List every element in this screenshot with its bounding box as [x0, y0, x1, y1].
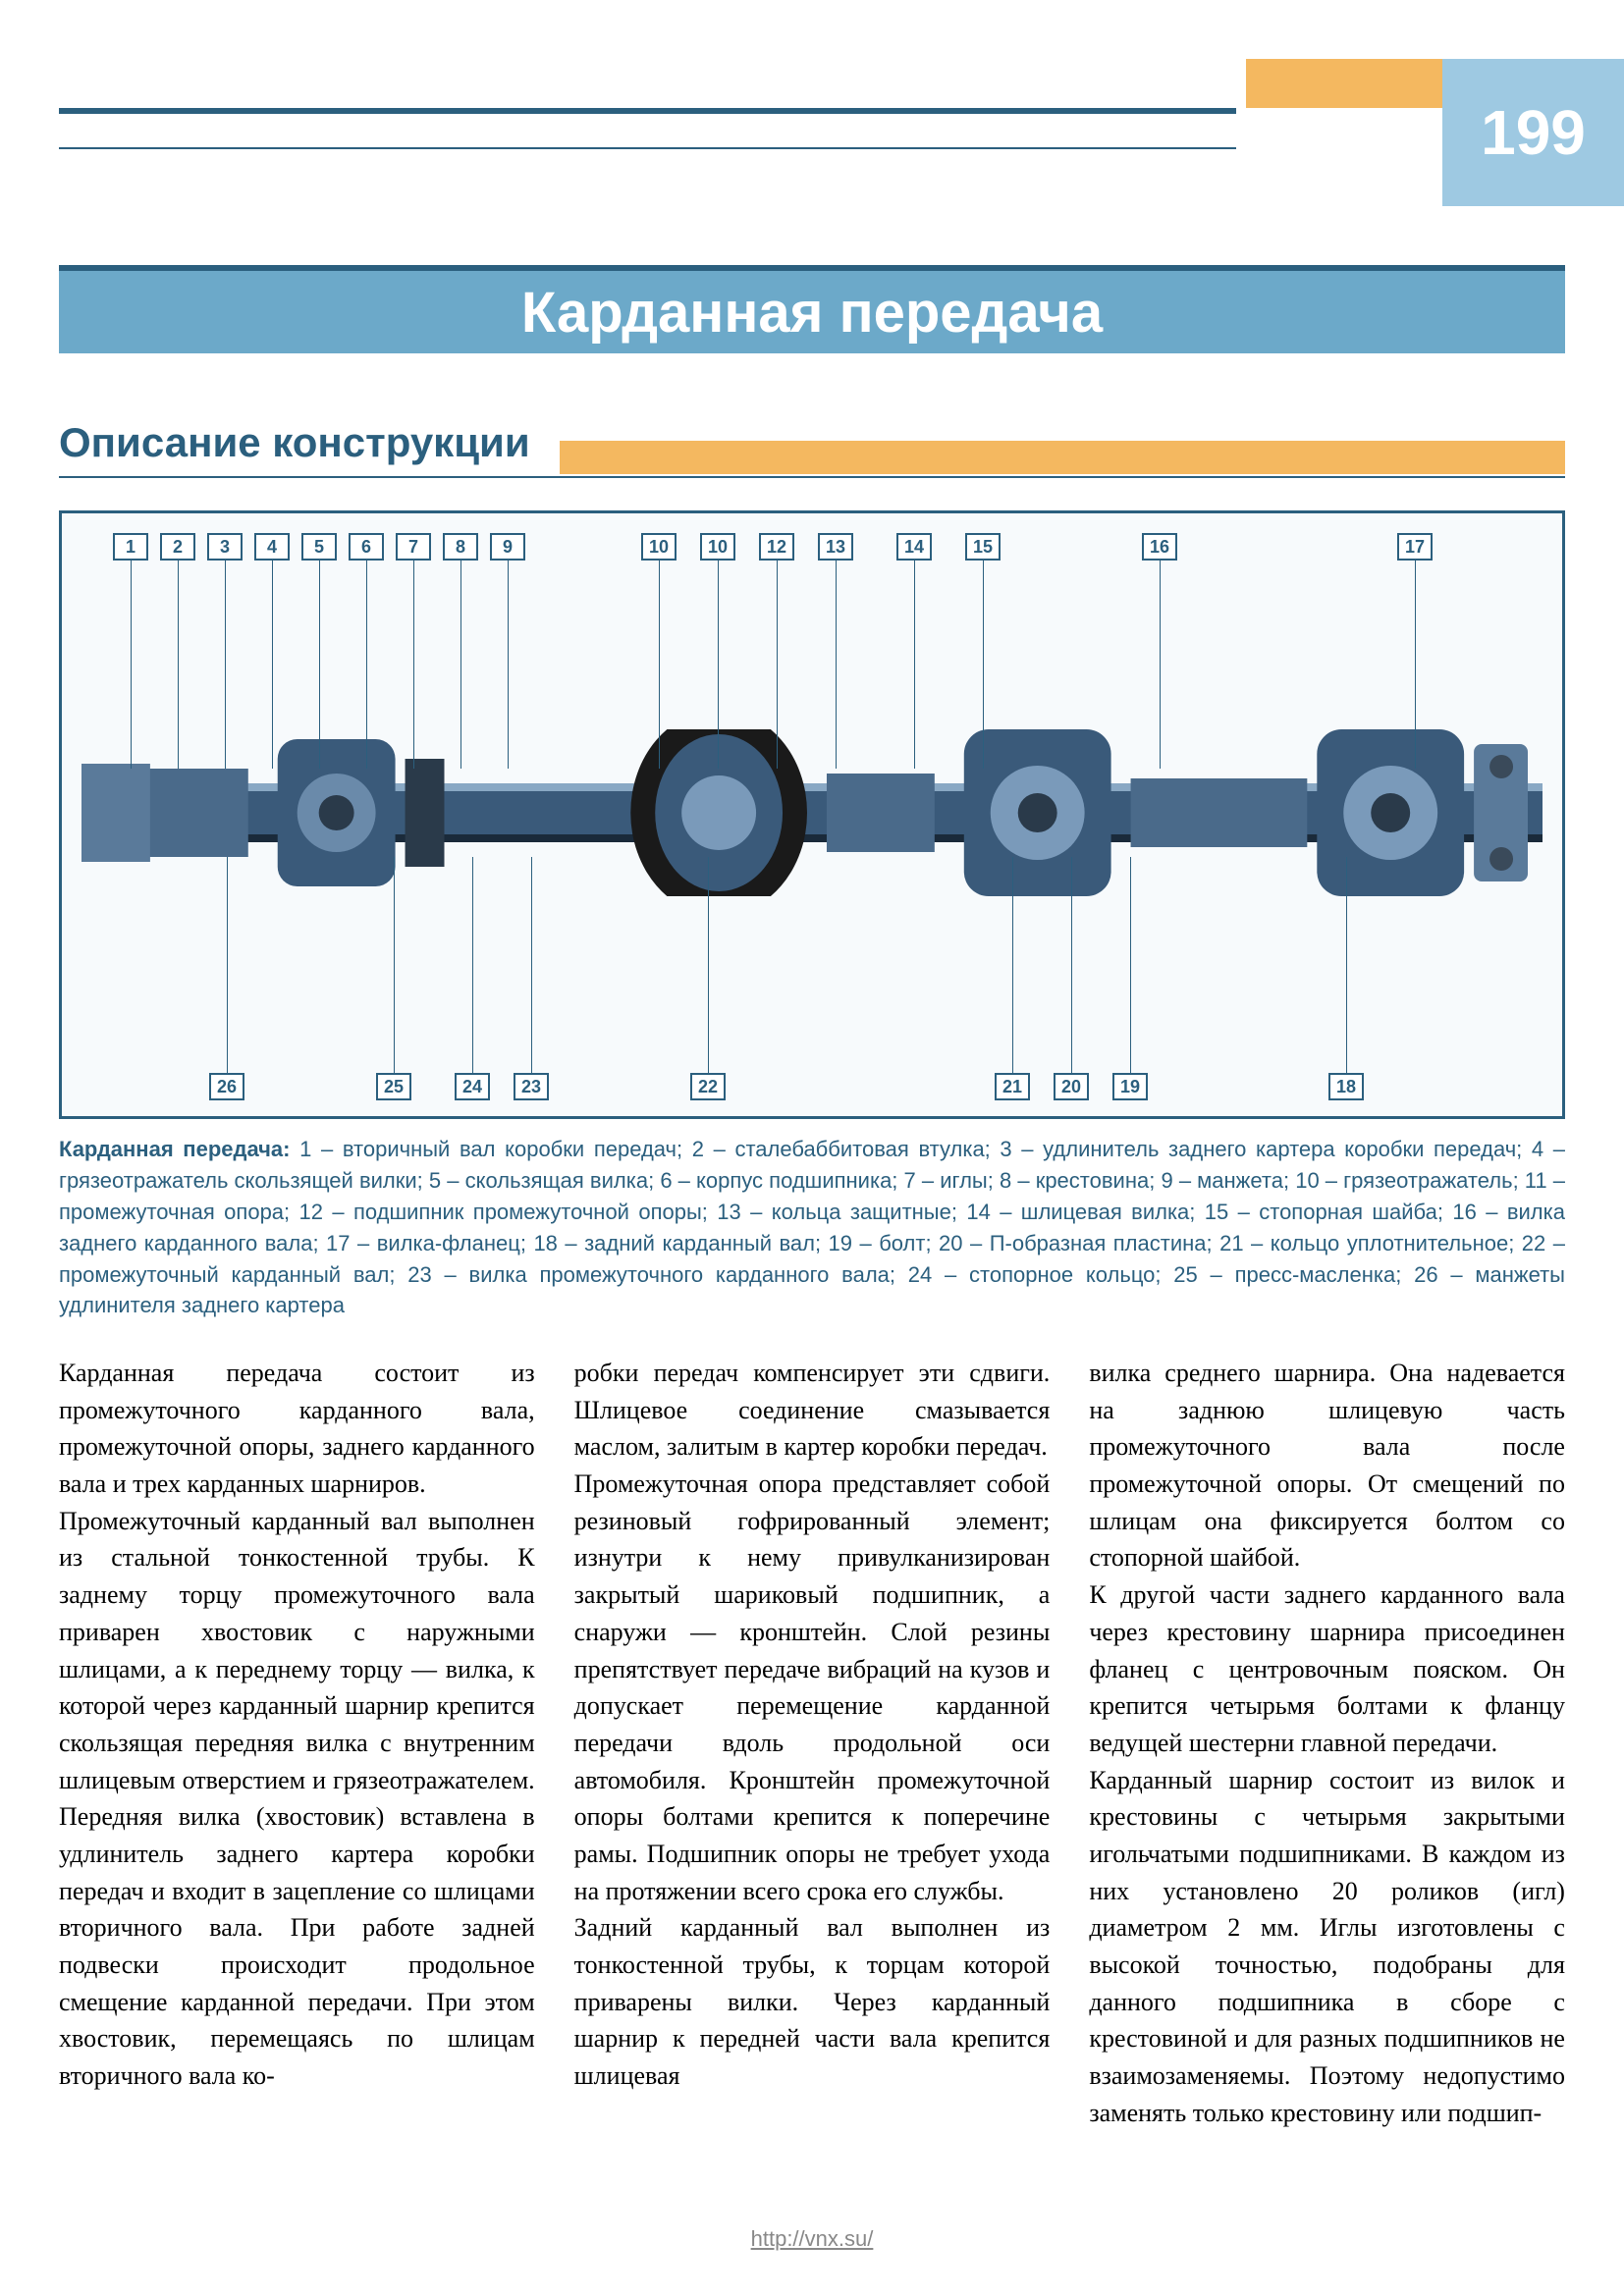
callout-label: 6	[349, 533, 384, 561]
body-paragraph: К другой части заднего карданного вала ч…	[1089, 1576, 1565, 1761]
footer-url[interactable]: http://vnx.su/	[0, 2226, 1624, 2252]
figure-caption: Карданная передача: 1 – вторичный вал ко…	[59, 1134, 1565, 1321]
callout-leader	[531, 857, 532, 1073]
callout-leader	[131, 561, 132, 769]
caption-body: 1 – вторичный вал коробки передач; 2 – с…	[59, 1137, 1565, 1317]
body-paragraph: вилка среднего шарнира. Она надевается н…	[1089, 1355, 1565, 1576]
body-text: Карданная передача состоит из промежуточ…	[59, 1355, 1565, 2188]
callout-leader	[1071, 857, 1072, 1073]
callout-label: 4	[254, 533, 290, 561]
technical-diagram: 1234567891010121314151617262524232221201…	[59, 510, 1565, 1119]
chapter-title: Карданная передача	[59, 265, 1565, 353]
callout-label: 26	[209, 1073, 244, 1100]
callout-leader	[836, 561, 837, 769]
callout-leader	[777, 561, 778, 769]
callout-leader	[1012, 857, 1013, 1073]
callout-leader	[718, 561, 719, 769]
callout-leader	[914, 561, 915, 769]
callout-label: 3	[207, 533, 243, 561]
callout-label: 25	[376, 1073, 411, 1100]
body-paragraph: Промежуточная опора представляет собой р…	[574, 1466, 1051, 1909]
callout-leader	[413, 561, 414, 769]
callout-leader	[659, 561, 660, 769]
callout-label: 10	[641, 533, 677, 561]
callout-label: 5	[301, 533, 337, 561]
header-rule-thick	[59, 108, 1236, 114]
callout-label: 24	[455, 1073, 490, 1100]
callout-label: 15	[965, 533, 1001, 561]
driveshaft-illustration	[81, 729, 1543, 896]
callout-label: 21	[995, 1073, 1030, 1100]
callout-leader	[460, 561, 461, 769]
callout-label: 13	[818, 533, 853, 561]
callout-label: 17	[1397, 533, 1433, 561]
header-rule-thin	[59, 147, 1236, 149]
callout-label: 18	[1328, 1073, 1364, 1100]
callout-leader	[394, 857, 395, 1073]
section-orange-bar	[560, 441, 1565, 474]
header-orange-tab	[1246, 59, 1442, 108]
callout-label: 12	[759, 533, 794, 561]
page-header: 199	[59, 59, 1624, 157]
callout-leader	[708, 857, 709, 1073]
callout-leader	[366, 561, 367, 769]
section-underline	[59, 476, 1565, 478]
callout-label: 8	[443, 533, 478, 561]
callout-leader	[472, 857, 473, 1073]
callout-label: 1	[113, 533, 148, 561]
callout-label: 9	[490, 533, 525, 561]
body-paragraph: Задний карданный вал выполнен из тонкост…	[574, 1909, 1051, 2094]
body-paragraph: робки передач компенсирует эти сдвиги. Ш…	[574, 1355, 1051, 1466]
callout-label: 2	[160, 533, 195, 561]
callout-leader	[227, 857, 228, 1073]
callout-label: 19	[1112, 1073, 1148, 1100]
section-title: Описание конструкции	[59, 419, 560, 476]
callout-leader	[1415, 561, 1416, 769]
callout-label: 10	[700, 533, 735, 561]
callout-leader	[1130, 857, 1131, 1073]
callout-leader	[178, 561, 179, 769]
callout-label: 7	[396, 533, 431, 561]
callout-label: 23	[514, 1073, 549, 1100]
callout-leader	[272, 561, 273, 769]
callout-leader	[983, 561, 984, 769]
callout-label: 16	[1142, 533, 1177, 561]
body-paragraph: Карданный шарнир состоит из вилок и крес…	[1089, 1762, 1565, 2132]
callout-leader	[1160, 561, 1161, 769]
callout-leader	[508, 561, 509, 769]
page-number: 199	[1442, 59, 1624, 206]
callout-label: 14	[896, 533, 932, 561]
caption-lead: Карданная передача:	[59, 1137, 290, 1161]
callout-label: 20	[1054, 1073, 1089, 1100]
callout-leader	[1346, 857, 1347, 1073]
callout-label: 22	[690, 1073, 726, 1100]
section-header: Описание конструкции	[59, 407, 1565, 476]
callout-leader	[319, 561, 320, 769]
callout-leader	[225, 561, 226, 769]
body-paragraph: Промежуточный карданный вал выполнен из …	[59, 1503, 535, 2095]
body-paragraph: Карданная передача состоит из промежуточ…	[59, 1355, 535, 1503]
